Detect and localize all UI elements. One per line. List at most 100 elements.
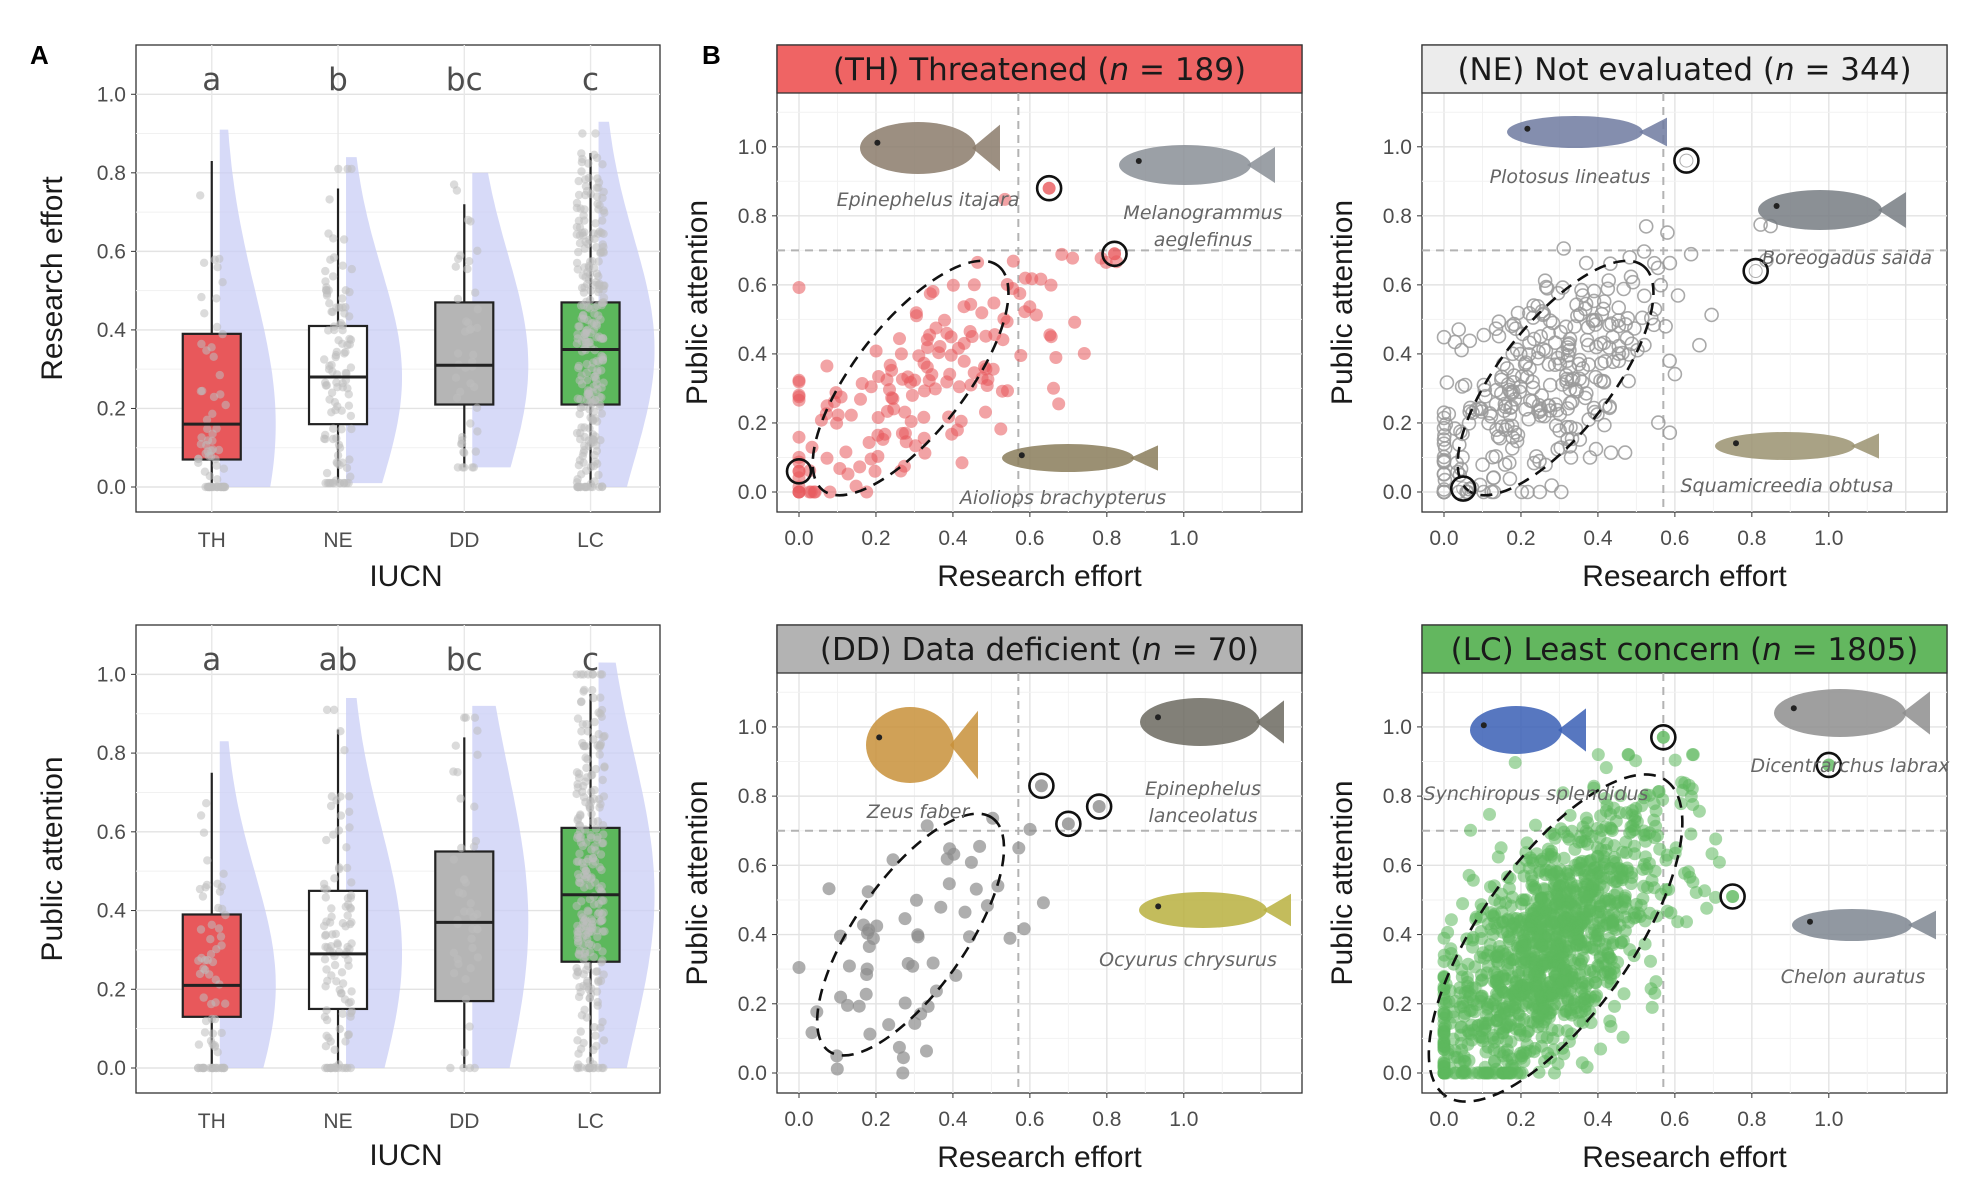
strip-title-suffix: = 70) xyxy=(1162,632,1259,668)
data-point xyxy=(1437,1042,1451,1056)
data-point xyxy=(893,332,906,346)
fish-eye-icon xyxy=(1807,918,1813,925)
data-point xyxy=(905,388,919,402)
jitter-point xyxy=(581,742,590,751)
jitter-point xyxy=(320,1012,330,1021)
data-point xyxy=(1622,249,1637,265)
data-point xyxy=(1562,918,1576,932)
jitter-point xyxy=(199,258,209,267)
data-point xyxy=(1505,441,1520,456)
data-point xyxy=(1529,882,1543,896)
data-point xyxy=(1012,841,1026,855)
jitter-point xyxy=(593,932,602,942)
jitter-point xyxy=(575,983,584,992)
significance-letter: ab xyxy=(319,642,358,678)
data-point xyxy=(1537,408,1552,424)
data-point xyxy=(1599,761,1613,775)
jitter-point xyxy=(574,190,584,200)
data-point xyxy=(1604,822,1618,836)
data-point xyxy=(998,192,1012,206)
jitter-point xyxy=(598,356,608,365)
data-point xyxy=(1551,1024,1565,1037)
strip-title: (TH) Threatened (n = 189) xyxy=(833,52,1246,88)
jitter-point xyxy=(595,803,604,812)
data-point xyxy=(967,278,981,292)
violin-LC xyxy=(598,662,655,1068)
jitter-point xyxy=(344,390,353,399)
data-point xyxy=(870,919,884,933)
data-point xyxy=(1437,441,1453,456)
y-tick-label: 1.0 xyxy=(97,83,126,106)
jitter-point xyxy=(575,376,584,385)
data-point xyxy=(1581,816,1595,830)
data-point xyxy=(1552,356,1568,372)
data-point xyxy=(1436,432,1452,447)
fish-illustration-icon xyxy=(860,122,1000,174)
jitter-point xyxy=(327,388,337,397)
strip-title-suffix: = 1805) xyxy=(1782,632,1919,668)
data-point xyxy=(842,959,856,973)
jitter-point xyxy=(573,938,583,948)
jitter-point xyxy=(205,482,215,492)
data-point xyxy=(1622,748,1636,762)
jitter-point xyxy=(576,838,586,847)
jitter-point xyxy=(463,215,473,225)
jitter-point xyxy=(584,159,593,168)
data-point xyxy=(1510,305,1526,321)
significance-letter: a xyxy=(202,62,221,98)
jitter-point xyxy=(458,432,467,442)
jitter-point xyxy=(574,1060,583,1069)
fish-illustration-icon xyxy=(1758,190,1906,230)
fish-eye-icon xyxy=(1790,705,1797,712)
highlight-point xyxy=(792,464,806,478)
fish-body-icon xyxy=(1139,892,1267,928)
highlight-ring xyxy=(1035,174,1063,202)
data-point xyxy=(807,485,821,499)
jitter-point xyxy=(218,329,227,339)
jitter-point xyxy=(582,359,592,369)
jitter-point xyxy=(599,334,608,343)
data-point xyxy=(852,999,866,1013)
data-point xyxy=(1583,904,1597,917)
jitter-point xyxy=(346,363,356,372)
jitter-point xyxy=(328,930,337,939)
data-point xyxy=(1550,350,1566,366)
jitter-point xyxy=(592,380,601,389)
jitter-point xyxy=(589,900,599,909)
data-point xyxy=(1670,288,1686,303)
data-point xyxy=(1502,934,1516,948)
data-point xyxy=(1683,246,1699,262)
jitter-point xyxy=(466,964,475,973)
data-point xyxy=(1573,306,1588,322)
data-point xyxy=(1514,913,1528,926)
jitter-point xyxy=(590,280,600,290)
jitter-point xyxy=(576,697,586,707)
data-point xyxy=(1044,278,1058,292)
y-tick-label: 0.8 xyxy=(97,742,126,765)
jitter-point xyxy=(473,246,482,255)
jitter-point xyxy=(214,924,224,933)
jitter-point xyxy=(573,921,582,931)
jitter-point xyxy=(473,953,483,962)
data-point xyxy=(1577,997,1591,1011)
x-tick-label: 1.0 xyxy=(1814,1108,1843,1131)
data-point xyxy=(944,348,958,362)
jitter-point xyxy=(574,773,584,782)
jitter-point xyxy=(587,771,596,780)
jitter-point xyxy=(212,322,222,332)
y-tick-label: 0.4 xyxy=(1383,924,1413,947)
fish-illustration-icon xyxy=(1140,698,1284,746)
jitter-point xyxy=(336,319,345,328)
jitter-point xyxy=(575,849,584,858)
data-point xyxy=(952,380,966,394)
jitter-point xyxy=(577,283,587,292)
data-point xyxy=(1513,1066,1527,1080)
strip-title-n: n xyxy=(1762,632,1782,668)
fish-tail-icon xyxy=(1558,708,1586,752)
jitter-point xyxy=(454,888,464,897)
data-point xyxy=(1479,1066,1493,1080)
jitter-point xyxy=(340,746,349,755)
jitter-point xyxy=(585,424,594,433)
jitter-point xyxy=(460,713,469,722)
data-point xyxy=(957,300,971,314)
